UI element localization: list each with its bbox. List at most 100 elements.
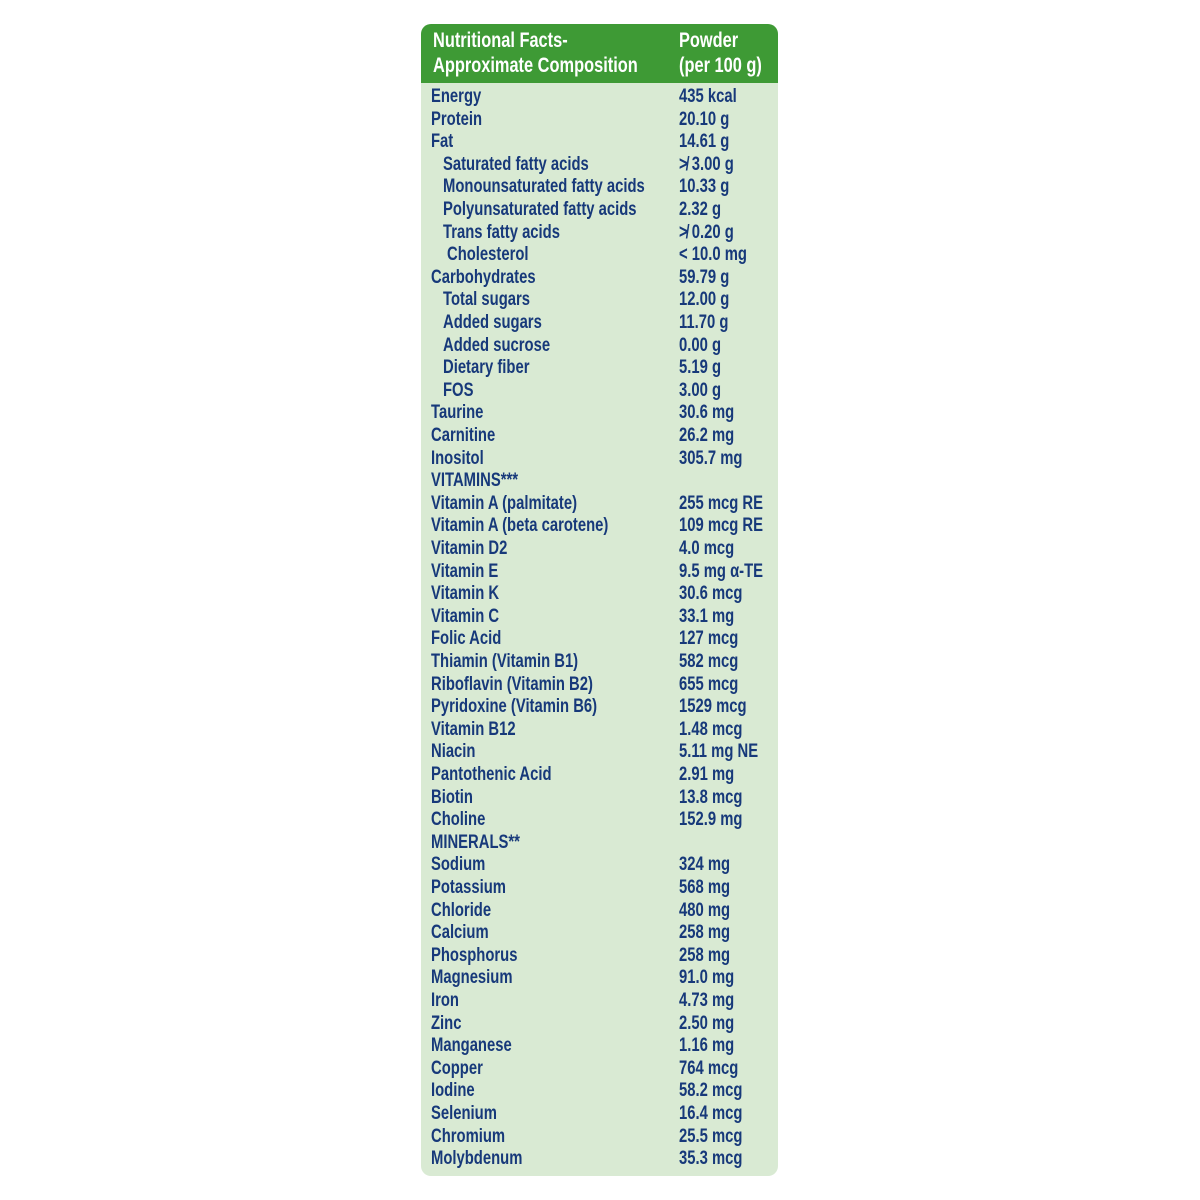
nutrient-value: 582 mcg [679,651,739,672]
nutrient-name: Vitamin A (beta carotene) [431,515,609,537]
nutrient-name: Pantothenic Acid [431,764,552,785]
nutrient-value: 11.70 g [679,312,729,333]
nutrient-value: 324 mg [679,854,731,876]
nutrient-name: Total sugars [443,289,531,311]
nutrient-name: Vitamin E [431,560,499,582]
table-row: Pantothenic Acid 2.91 mg [421,764,778,786]
table-row: Calcium 258 mg [421,922,778,944]
nutrient-value: 25.5 mcg [679,1125,743,1147]
nutrient-name: Calcium [431,922,489,944]
nutrient-value: 1529 mcg [679,696,747,718]
nutrient-value: 12.00 g [679,289,730,311]
table-row: Vitamin A (beta carotene) 109 mcg RE [421,515,778,537]
nutrient-value: 435 kcal [679,86,737,107]
nutrient-value: 59.79 g [679,266,730,288]
nutrient-name: Phosphorus [431,944,518,966]
table-row: Chromium 25.5 mcg [421,1126,778,1148]
table-row: Iodine 58.2 mcg [421,1080,778,1102]
nutrient-value: 16.4 mcg [679,1103,743,1124]
nutrient-name: Choline [431,809,486,831]
table-row: Monounsaturated fatty acids 10.33 g [421,176,778,198]
nutrient-value: 2.91 mg [679,764,735,785]
nutrient-name: Taurine [431,402,484,424]
nutrient-value: ≯ 3.00 g [679,153,734,175]
nutrient-value: 2.50 mg [679,1012,735,1034]
nutrient-value: 10.33 g [679,176,730,198]
table-row: Niacin 5.11 mg NE [421,741,778,763]
table-row: Energy 435 kcal [421,86,778,108]
nutrient-name: Saturated fatty acids [443,153,589,175]
table-row: Chloride 480 mg [421,900,778,922]
table-row: Iron 4.73 mg [421,990,778,1012]
nutrient-name: FOS [443,379,474,401]
table-row: Carnitine 26.2 mg [421,425,778,447]
nutrient-name: Fat [431,131,454,153]
table-row: Choline 152.9 mg [421,809,778,831]
nutrient-name: Vitamin A (palmitate) [431,492,578,514]
nutrient-value: 152.9 mg [679,809,743,831]
table-row: Potassium 568 mg [421,877,778,899]
nutrient-name: Pyridoxine (Vitamin B6) [431,696,598,718]
nutrient-name: Carbohydrates [431,266,536,288]
table-row: Phosphorus 258 mg [421,945,778,967]
nutrient-value: 255 mcg RE [679,492,764,514]
header-composition: Nutritional Facts- Approximate Compositi… [433,28,696,78]
nutrient-name: Added sugars [443,312,542,333]
table-row: Cholesterol < 10.0 mg [421,244,778,266]
table-row: Manganese 1.16 mg [421,1035,778,1057]
nutrient-value: 26.2 mg [679,425,735,446]
nutrient-value: 30.6 mcg [679,583,743,605]
nutrient-value: 9.5 mg α-TE [679,560,764,582]
nutrient-name: MINERALS** [431,831,520,853]
nutrition-facts-table: Nutritional Facts- Approximate Compositi… [421,24,778,1176]
table-row: Thiamin (Vitamin B1) 582 mcg [421,651,778,673]
table-row: Magnesium 91.0 mg [421,967,778,989]
nutrient-name: Chloride [431,899,492,921]
table-row: Fat 14.61 g [421,131,778,153]
nutrient-name: Vitamin B12 [431,718,516,740]
nutrient-value: 5.11 mg NE [679,741,759,763]
nutrient-name: Energy [431,86,482,107]
nutrient-value: 1.16 mg [679,1035,735,1057]
nutrient-value: 305.7 mg [679,447,743,469]
nutrient-name: Copper [431,1057,483,1079]
table-row: Protein 20.10 g [421,109,778,131]
nutrient-name: Zinc [431,1012,462,1034]
table-row: Riboflavin (Vitamin B2) 655 mcg [421,674,778,696]
table-row: Total sugars 12.00 g [421,289,778,311]
table-row: Trans fatty acids ≯ 0.20 g [421,222,778,244]
nutrient-value: 0.00 g [679,334,722,356]
nutrient-name: Added sucrose [443,334,551,356]
nutrient-value: ≯ 0.20 g [679,221,734,243]
nutrient-name: Trans fatty acids [443,221,560,243]
table-row: Polyunsaturated fatty acids 2.32 g [421,199,778,221]
table-row: MINERALS** [421,832,778,854]
header-line: Nutritional Facts- [433,29,568,52]
nutrient-name: Potassium [431,877,506,898]
nutrient-value: 58.2 mcg [679,1080,743,1102]
nutrient-value: 258 mg [679,922,731,944]
nutrient-name: Protein [431,108,483,130]
nutrient-value: 109 mcg RE [679,515,764,537]
table-row: Vitamin K 30.6 mcg [421,583,778,605]
nutrient-name: Cholesterol [447,244,529,266]
nutrient-name: Vitamin K [431,583,500,605]
nutrient-value: 14.61 g [679,131,730,153]
nutrient-name: Inositol [431,447,484,469]
table-row: Dietary fiber 5.19 g [421,357,778,379]
nutrient-name: Manganese [431,1035,512,1057]
table-row: Molybdenum 35.3 mcg [421,1148,778,1170]
table-row: Biotin 13.8 mcg [421,787,778,809]
nutrient-value: 33.1 mg [679,605,735,627]
table-row: Pyridoxine (Vitamin B6) 1529 mcg [421,696,778,718]
nutrient-value: 127 mcg [679,628,739,650]
nutrient-name: Molybdenum [431,1148,523,1170]
nutrient-name: Carnitine [431,425,496,446]
header-line: Approximate Composition [433,54,638,77]
table-row: Selenium 16.4 mcg [421,1103,778,1125]
table-header: Nutritional Facts- Approximate Compositi… [421,24,778,83]
nutrient-value: 4.73 mg [679,990,735,1011]
nutrient-value: 91.0 mg [679,967,735,989]
table-row: Vitamin A (palmitate) 255 mcg RE [421,493,778,515]
nutrient-value: 13.8 mcg [679,786,743,808]
